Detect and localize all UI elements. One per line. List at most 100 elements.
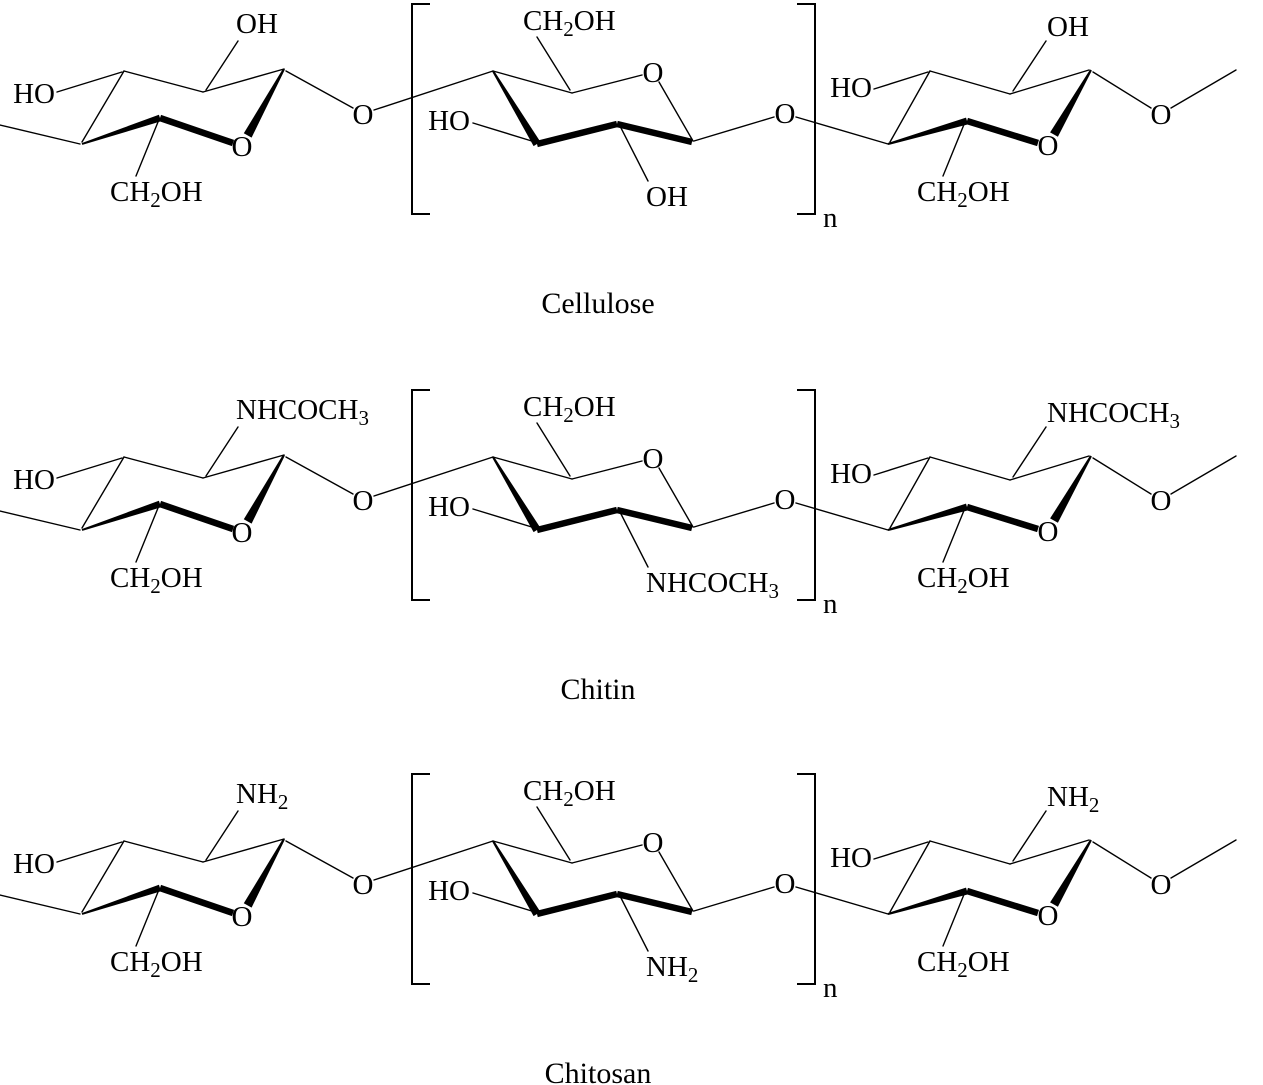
glycosidic-oxygen-label: O	[1151, 869, 1172, 901]
ch2oh-label: CH2OH	[917, 562, 1010, 598]
bond-ring	[1009, 455, 1090, 481]
ring-oxygen-label: O	[643, 57, 664, 89]
ch2oh-label: CH2OH	[110, 176, 203, 212]
glycosidic-oxygen-label: O	[353, 485, 374, 517]
hydroxyl-ho-label: HO	[428, 875, 470, 907]
ring-oxygen-label: O	[1038, 516, 1059, 548]
bond-bold	[158, 884, 235, 917]
c2-substituent-label: NH2	[1047, 781, 1099, 817]
bond-glycosidic	[693, 502, 775, 528]
bond-ring	[889, 456, 931, 529]
bond-glycosidic	[1092, 841, 1152, 879]
bond-c2-substituent-right	[1012, 40, 1047, 92]
bond-c2-substituent-right	[1012, 426, 1047, 478]
bond-ring	[202, 454, 285, 479]
glycosidic-oxygen-label: O	[775, 98, 796, 130]
bond-wedge	[1050, 455, 1092, 523]
bond-ho-mid	[472, 122, 536, 143]
ring-oxygen-label: O	[643, 827, 664, 859]
bond-wedge	[492, 70, 541, 147]
bond-chain-tail-right	[1170, 455, 1237, 495]
bond-ring	[492, 70, 573, 94]
bond-c2-substituent-left	[205, 40, 239, 91]
bond-ring	[492, 456, 573, 480]
bond-ch2oh-mid	[536, 422, 571, 477]
bond-ring	[1009, 69, 1090, 95]
bond-ring	[889, 70, 931, 143]
molecule-row: O O O O O O HO HO HO CH2OH CH2OH CH2OH N…	[0, 389, 1237, 706]
ch2oh-label: CH2OH	[523, 775, 616, 811]
bond-wedge	[243, 68, 285, 138]
bond-wedge	[887, 887, 968, 915]
bond-c2-substituent-right	[1012, 810, 1047, 862]
ring-oxygen-label: O	[1038, 130, 1059, 162]
bond-ch2oh-left	[135, 891, 159, 947]
bond-ring	[658, 81, 694, 142]
ch2oh-label: CH2OH	[523, 5, 616, 41]
bond-glycosidic	[693, 116, 775, 142]
bond-glycosidic	[373, 70, 494, 111]
bond-glycosidic	[285, 456, 354, 495]
repeat-subscript: n	[823, 588, 838, 620]
bond-ring	[123, 456, 204, 479]
bond-ring	[81, 456, 125, 529]
bond-ch2oh-left	[135, 121, 159, 177]
bond-chain-tail-right	[1170, 839, 1237, 879]
bond-ring	[571, 460, 643, 480]
bond-ring	[571, 844, 643, 864]
glycosidic-oxygen-label: O	[1151, 99, 1172, 131]
bond-glycosidic	[1092, 457, 1152, 495]
bond-wedge	[81, 884, 162, 915]
hydroxyl-ho-label: HO	[830, 72, 872, 104]
ch2oh-label: CH2OH	[917, 176, 1010, 212]
ring-oxygen-label: O	[232, 517, 253, 549]
c2-substituent-label: NHCOCH3	[1047, 397, 1180, 433]
c2-substituent-label: NHCOCH3	[236, 394, 369, 430]
bond-bold	[616, 890, 693, 916]
bond-ch2oh-right	[942, 121, 966, 177]
bond-wedge	[81, 114, 162, 145]
c2-substituent-label: OH	[646, 181, 688, 213]
molecule-title: Cellulose	[541, 287, 654, 320]
molecule-row: O O O O O O HO HO HO CH2OH CH2OH CH2OH O…	[0, 3, 1237, 320]
repeat-bracket-right	[797, 389, 816, 601]
glycosidic-oxygen-label: O	[353, 869, 374, 901]
repeat-subscript: n	[823, 202, 838, 234]
bond-ring	[81, 70, 125, 143]
bond-ring	[929, 840, 1011, 865]
bond-c2-substituent-mid	[619, 125, 649, 182]
bond-chain-tail-right	[1170, 69, 1237, 109]
hydroxyl-ho-label: HO	[13, 464, 55, 496]
repeat-bracket-right	[797, 773, 816, 985]
bond-wedge	[243, 454, 285, 524]
bond-ring	[492, 840, 573, 864]
glycosidic-oxygen-label: O	[775, 484, 796, 516]
c2-substituent-label: OH	[1047, 11, 1089, 43]
bond-wedge	[492, 840, 541, 917]
bond-glycosidic	[285, 840, 354, 879]
bond-glycosidic	[285, 70, 354, 109]
bond-bold	[966, 503, 1039, 533]
hydroxyl-ho-label: HO	[830, 458, 872, 490]
bond-c2-substituent-mid	[619, 511, 649, 568]
ring-oxygen-label: O	[643, 443, 664, 475]
bond-ch2oh-right	[942, 891, 966, 947]
bond-bold	[536, 506, 618, 534]
bond-glycosidic	[373, 840, 494, 881]
bond-ring	[1009, 839, 1090, 865]
bond-ring	[929, 456, 1011, 481]
molecule-title: Chitin	[560, 673, 635, 706]
bond-c2-substituent-left	[205, 810, 239, 861]
bond-chain-tail-left	[0, 894, 81, 915]
bond-bold	[966, 887, 1039, 917]
bond-wedge	[243, 838, 285, 908]
hydroxyl-ho-label: HO	[830, 842, 872, 874]
bond-ch2oh-mid	[536, 806, 571, 861]
repeat-bracket-left	[411, 3, 430, 215]
ch2oh-label: CH2OH	[110, 562, 203, 598]
bond-ho-right	[873, 841, 929, 860]
bond-ring	[571, 74, 643, 94]
ring-oxygen-label: O	[1038, 900, 1059, 932]
ring-oxygen-label: O	[232, 131, 253, 163]
